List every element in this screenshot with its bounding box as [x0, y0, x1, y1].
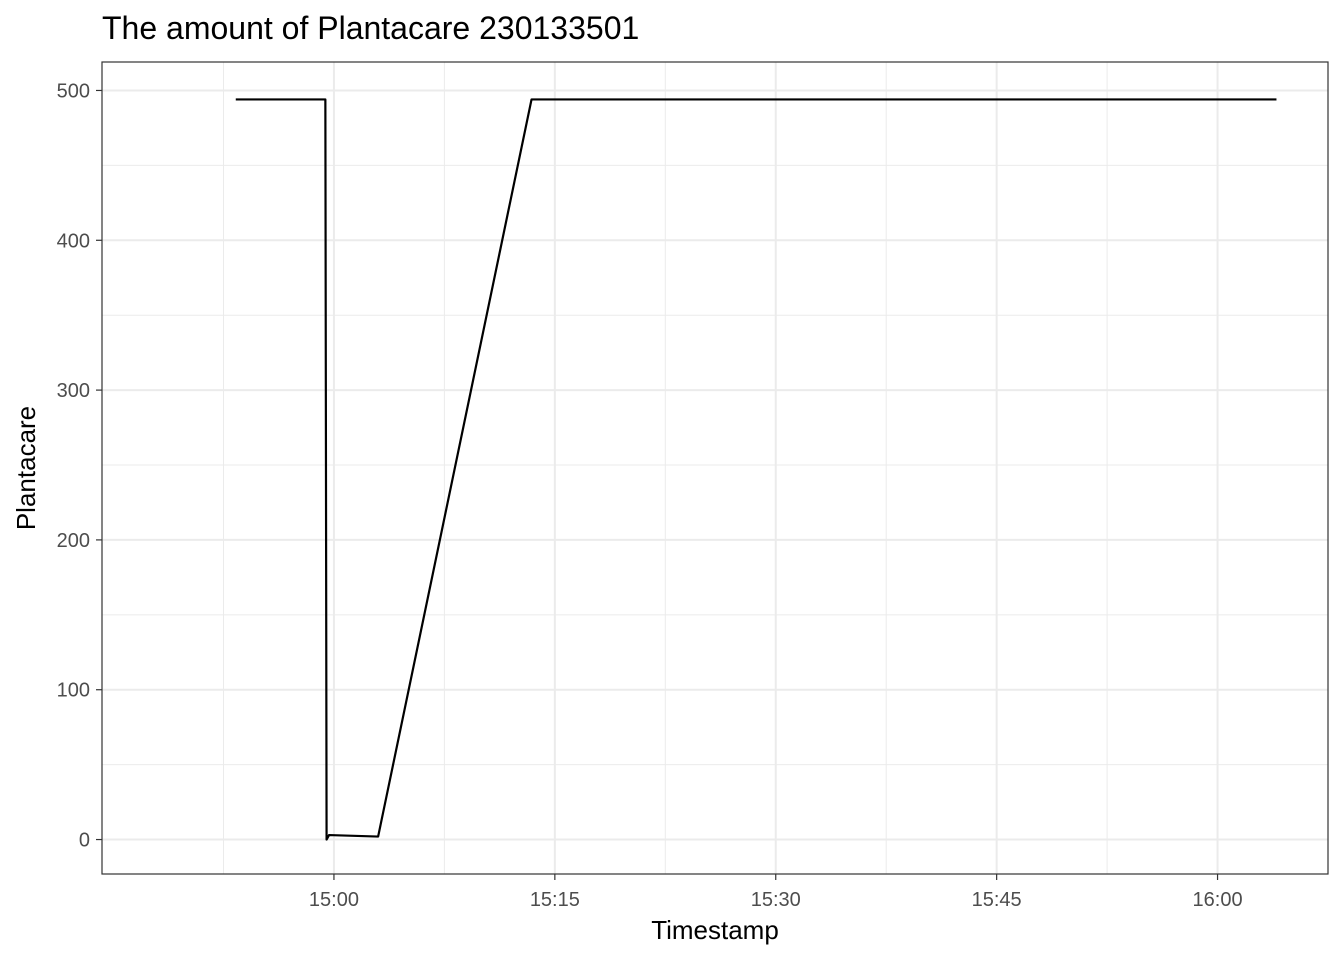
series-layer [235, 98, 1277, 841]
y-axis-title: Plantacare [11, 406, 41, 530]
x-tick-label: 15:30 [751, 889, 801, 911]
y-tick-label: 400 [57, 230, 90, 252]
y-tick-label: 100 [57, 680, 90, 702]
y-tick-label: 200 [57, 530, 90, 552]
y-tick-label: 0 [79, 830, 90, 852]
x-tick-label: 15:00 [309, 889, 359, 911]
x-tick-label: 16:00 [1193, 889, 1243, 911]
y-axis: 0 100 200 300 400 500 [57, 80, 102, 852]
y-tick-label: 300 [57, 380, 90, 402]
x-tick-label: 15:45 [972, 889, 1022, 911]
plot-panel-border [101, 61, 1329, 875]
plot-background [102, 62, 1328, 874]
x-axis-title: Timestamp [651, 915, 779, 945]
x-tick-label: 15:15 [530, 889, 580, 911]
x-axis: 15:00 15:15 15:30 15:45 16:00 [309, 874, 1243, 911]
series-line [235, 98, 1277, 841]
y-tick-label: 500 [57, 80, 90, 102]
major-gridlines [102, 62, 1328, 874]
chart-title: The amount of Plantacare 230133501 [102, 10, 639, 46]
